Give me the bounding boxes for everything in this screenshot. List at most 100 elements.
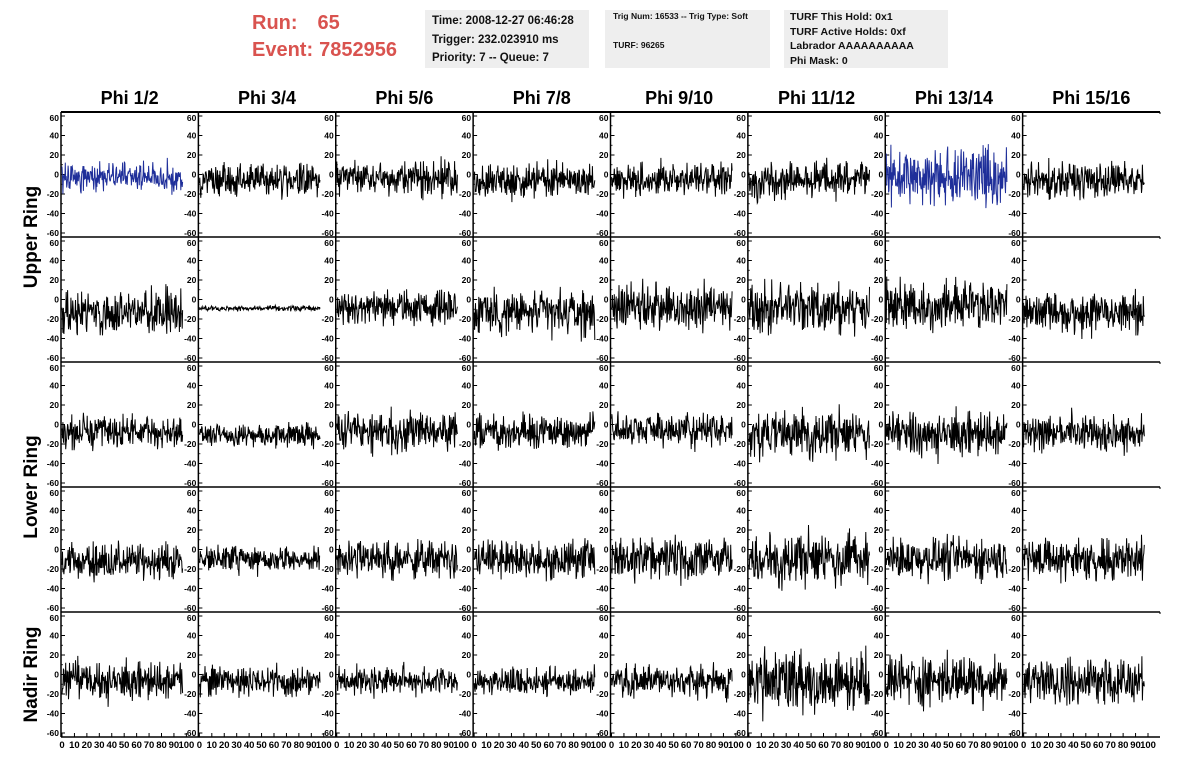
y-tick-label: 0 (192, 295, 197, 305)
waveform-trace (748, 278, 870, 337)
y-tick-label: 20 (736, 650, 746, 660)
column-header: Phi 5/6 (375, 88, 433, 108)
y-tick-label: 20 (599, 150, 609, 160)
y-tick-label: -60 (184, 728, 197, 738)
trig-num-text: Trig Num: 16533 -- Trig Type: Soft (613, 11, 748, 21)
y-tick-label: 20 (187, 650, 197, 660)
y-tick-label: 20 (187, 275, 197, 285)
y-tick-label: 40 (462, 256, 472, 266)
y-tick-label: -20 (184, 564, 197, 574)
y-tick-label: -40 (1008, 709, 1021, 719)
y-tick-label: -60 (871, 728, 884, 738)
y-tick-label: 60 (1011, 238, 1021, 248)
x-tick-label: 80 (706, 740, 717, 751)
x-tick-label: 20 (631, 740, 642, 751)
y-tick-label: 0 (879, 670, 884, 680)
phi-mask-text: Phi Mask: 0 (790, 54, 848, 67)
y-tick-label: 0 (54, 295, 59, 305)
x-tick-label: 20 (768, 740, 779, 751)
y-tick-label: 20 (324, 400, 334, 410)
x-tick-label: 100 (591, 740, 607, 751)
x-tick-label: 100 (1003, 740, 1019, 751)
x-tick-label: 90 (169, 740, 180, 751)
y-tick-label: 0 (54, 670, 59, 680)
y-tick-label: 40 (599, 506, 609, 516)
waveform-trace (885, 649, 1008, 712)
waveform-trace (61, 412, 184, 452)
x-tick-label: 0 (884, 740, 889, 751)
y-tick-label: 0 (54, 545, 59, 555)
x-tick-label: 20 (82, 740, 93, 751)
y-tick-label: -40 (47, 209, 60, 219)
y-tick-label: 40 (874, 131, 884, 141)
y-tick-label: 60 (599, 363, 609, 373)
y-tick-label: -60 (734, 478, 747, 488)
x-tick-label: 40 (519, 740, 530, 751)
y-tick-label: 0 (1016, 670, 1021, 680)
y-tick-label: -20 (321, 689, 334, 699)
y-tick-label: 20 (187, 400, 197, 410)
x-tick-label: 60 (543, 740, 554, 751)
row-title: Lower Ring (21, 435, 42, 538)
y-tick-label: -20 (459, 439, 472, 449)
x-tick-label: 30 (644, 740, 655, 751)
y-tick-label: 20 (599, 275, 609, 285)
x-tick-label: 100 (178, 740, 194, 751)
y-tick-label: 0 (329, 295, 334, 305)
run-row: Run: 65 (252, 10, 397, 37)
waveform-trace (1023, 157, 1145, 201)
column-header: Phi 15/16 (1052, 88, 1130, 108)
y-tick-label: 40 (736, 506, 746, 516)
x-tick-label: 0 (1021, 740, 1026, 751)
x-tick-label: 20 (1043, 740, 1054, 751)
row-title: Nadir Ring (21, 626, 42, 722)
waveform-trace (1023, 656, 1145, 706)
x-tick-label: 70 (968, 740, 979, 751)
y-tick-label: -40 (871, 334, 884, 344)
turf-active-text: TURF Active Holds: 0xf (790, 25, 906, 38)
y-tick-label: -20 (871, 689, 884, 699)
event-row: Event: 7852956 (252, 37, 397, 64)
x-tick-label: 10 (69, 740, 80, 751)
x-tick-label: 90 (993, 740, 1004, 751)
x-tick-label: 80 (980, 740, 991, 751)
x-tick-label: 70 (144, 740, 155, 751)
x-tick-label: 100 (453, 740, 469, 751)
y-tick-label: 20 (736, 275, 746, 285)
y-tick-label: -20 (47, 314, 60, 324)
y-tick-label: 40 (736, 381, 746, 391)
y-tick-label: -40 (871, 209, 884, 219)
y-tick-label: 60 (736, 238, 746, 248)
x-tick-label: 50 (119, 740, 130, 751)
waveform-trace (336, 538, 458, 582)
x-tick-label: 10 (893, 740, 904, 751)
y-tick-label: 40 (50, 256, 60, 266)
x-tick-label: 100 (1140, 740, 1156, 751)
y-tick-label: 20 (874, 400, 884, 410)
y-tick-label: 20 (1011, 150, 1021, 160)
y-tick-label: 0 (741, 545, 746, 555)
y-tick-label: -60 (184, 603, 197, 613)
turf-hold-text: TURF This Hold: 0x1 (790, 11, 893, 23)
y-tick-label: 60 (187, 488, 197, 498)
y-tick-label: 20 (50, 275, 60, 285)
y-tick-label: 20 (874, 150, 884, 160)
y-tick-label: 20 (462, 400, 472, 410)
y-tick-label: 20 (1011, 525, 1021, 535)
column-header: Phi 3/4 (238, 88, 296, 108)
y-tick-label: -40 (459, 459, 472, 469)
y-tick-label: -40 (459, 584, 472, 594)
y-tick-label: 20 (874, 650, 884, 660)
x-tick-label: 0 (471, 740, 476, 751)
x-tick-label: 80 (568, 740, 579, 751)
x-tick-label: 80 (294, 740, 305, 751)
y-tick-label: 0 (1016, 545, 1021, 555)
event-value: 7852956 (319, 39, 397, 61)
waveform-trace (61, 157, 184, 195)
y-tick-label: -20 (459, 564, 472, 574)
x-tick-label: 70 (1105, 740, 1116, 751)
y-tick-label: 0 (192, 545, 197, 555)
x-tick-label: 10 (207, 740, 218, 751)
y-tick-label: 20 (1011, 650, 1021, 660)
y-tick-label: -60 (321, 228, 334, 238)
